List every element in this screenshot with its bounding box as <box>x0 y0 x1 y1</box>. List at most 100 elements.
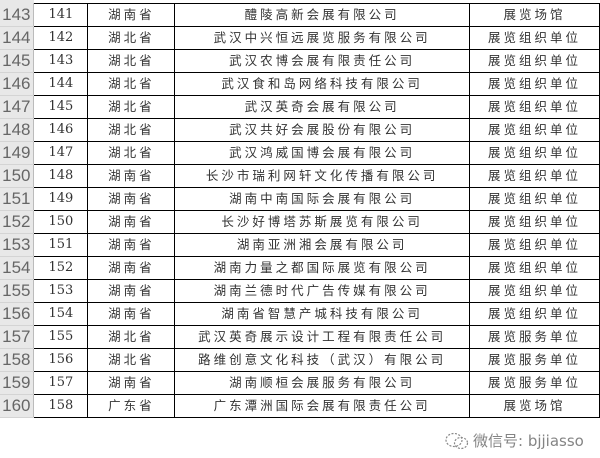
cell-province[interactable]: 湖南省 <box>87 3 176 27</box>
cell-province[interactable]: 湖北省 <box>87 348 176 372</box>
row-header[interactable]: 159 <box>0 371 35 395</box>
cell-company[interactable]: 长沙好博塔苏斯展览有限公司 <box>174 210 471 234</box>
row-header[interactable]: 154 <box>0 256 35 280</box>
cell-type[interactable]: 展览组织单位 <box>469 26 600 50</box>
cell-company[interactable]: 湖南省智慧产城科技有限公司 <box>174 302 471 326</box>
cell-type[interactable]: 展览服务单位 <box>469 348 600 372</box>
row-header[interactable]: 152 <box>0 210 35 234</box>
cell-province[interactable]: 湖北省 <box>87 49 176 73</box>
row-header[interactable]: 143 <box>0 3 35 27</box>
cell-province[interactable]: 湖南省 <box>87 187 176 211</box>
cell-type[interactable]: 展览组织单位 <box>469 141 600 165</box>
cell-number[interactable]: 141 <box>33 3 89 27</box>
table-row: 145 143 湖北省 武汉农博会展有限责任公司 展览组织单位 <box>0 49 600 73</box>
cell-company[interactable]: 武汉农博会展有限责任公司 <box>174 49 471 73</box>
cell-company[interactable]: 长沙市瑞利网轩文化传播有限公司 <box>174 164 471 188</box>
cell-type[interactable]: 展览组织单位 <box>469 72 600 96</box>
cell-province[interactable]: 湖南省 <box>87 279 176 303</box>
table-row: 157 155 湖北省 武汉英奇展示设计工程有限责任公司 展览服务单位 <box>0 325 600 349</box>
cell-type[interactable]: 展览组织单位 <box>469 95 600 119</box>
row-header[interactable]: 153 <box>0 233 35 257</box>
cell-province[interactable]: 湖北省 <box>87 72 176 96</box>
row-header[interactable]: 155 <box>0 279 35 303</box>
cell-company[interactable]: 广东潭洲国际会展有限责任公司 <box>174 394 471 418</box>
cell-number[interactable]: 147 <box>33 141 89 165</box>
cell-province[interactable]: 湖南省 <box>87 371 176 395</box>
table-row: 147 145 湖北省 武汉英奇会展有限公司 展览组织单位 <box>0 95 600 119</box>
cell-company[interactable]: 武汉英奇展示设计工程有限责任公司 <box>174 325 471 349</box>
cell-number[interactable]: 156 <box>33 348 89 372</box>
cell-province[interactable]: 湖南省 <box>87 164 176 188</box>
cell-number[interactable]: 144 <box>33 72 89 96</box>
table-row: 152 150 湖南省 长沙好博塔苏斯展览有限公司 展览组织单位 <box>0 210 600 234</box>
table-row: 149 147 湖北省 武汉鸿威国博会展有限公司 展览组织单位 <box>0 141 600 165</box>
cell-type[interactable]: 展览组织单位 <box>469 187 600 211</box>
cell-company[interactable]: 湖南力量之都国际展览有限公司 <box>174 256 471 280</box>
cell-company[interactable]: 湖南中南国际会展有限公司 <box>174 187 471 211</box>
cell-type[interactable]: 展览场馆 <box>469 3 600 27</box>
cell-province[interactable]: 湖南省 <box>87 256 176 280</box>
row-header[interactable]: 149 <box>0 141 35 165</box>
cell-company[interactable]: 武汉食和岛网络科技有限公司 <box>174 72 471 96</box>
cell-number[interactable]: 150 <box>33 210 89 234</box>
cell-province[interactable]: 湖北省 <box>87 118 176 142</box>
row-header[interactable]: 150 <box>0 164 35 188</box>
cell-company[interactable]: 武汉英奇会展有限公司 <box>174 95 471 119</box>
cell-company[interactable]: 湖南亚洲湘会展有限公司 <box>174 233 471 257</box>
cell-company[interactable]: 路维创意文化科技（武汉）有限公司 <box>174 348 471 372</box>
row-header[interactable]: 157 <box>0 325 35 349</box>
cell-company[interactable]: 湖南顺桓会展服务有限公司 <box>174 371 471 395</box>
row-header[interactable]: 148 <box>0 118 35 142</box>
cell-type[interactable]: 展览组织单位 <box>469 279 600 303</box>
table-row: 143 141 湖南省 醴陵高新会展有限公司 展览场馆 <box>0 3 600 27</box>
row-header[interactable]: 158 <box>0 348 35 372</box>
row-header[interactable]: 145 <box>0 49 35 73</box>
cell-number[interactable]: 148 <box>33 164 89 188</box>
cell-number[interactable]: 158 <box>33 394 89 418</box>
cell-province[interactable]: 湖北省 <box>87 95 176 119</box>
cell-number[interactable]: 151 <box>33 233 89 257</box>
cell-number[interactable]: 153 <box>33 279 89 303</box>
table-row: 144 142 湖北省 武汉中兴恒远展览服务有限公司 展览组织单位 <box>0 26 600 50</box>
cell-province[interactable]: 湖北省 <box>87 325 176 349</box>
cell-number[interactable]: 154 <box>33 302 89 326</box>
cell-number[interactable]: 146 <box>33 118 89 142</box>
row-header[interactable]: 151 <box>0 187 35 211</box>
cell-province[interactable]: 广东省 <box>87 394 176 418</box>
row-header[interactable]: 146 <box>0 72 35 96</box>
cell-number[interactable]: 142 <box>33 26 89 50</box>
cell-type[interactable]: 展览组织单位 <box>469 210 600 234</box>
cell-type[interactable]: 展览组织单位 <box>469 49 600 73</box>
cell-type[interactable]: 展览服务单位 <box>469 371 600 395</box>
cell-type[interactable]: 展览组织单位 <box>469 302 600 326</box>
cell-type[interactable]: 展览组织单位 <box>469 164 600 188</box>
cell-type[interactable]: 展览组织单位 <box>469 256 600 280</box>
cell-type[interactable]: 展览组织单位 <box>469 233 600 257</box>
row-header[interactable]: 160 <box>0 394 35 418</box>
cell-company[interactable]: 武汉中兴恒远展览服务有限公司 <box>174 26 471 50</box>
row-header[interactable]: 147 <box>0 95 35 119</box>
row-header[interactable]: 144 <box>0 26 35 50</box>
cell-province[interactable]: 湖北省 <box>87 141 176 165</box>
cell-number[interactable]: 157 <box>33 371 89 395</box>
table-row: 146 144 湖北省 武汉食和岛网络科技有限公司 展览组织单位 <box>0 72 600 96</box>
cell-number[interactable]: 149 <box>33 187 89 211</box>
cell-type[interactable]: 展览场馆 <box>469 394 600 418</box>
cell-company[interactable]: 武汉共好会展股份有限公司 <box>174 118 471 142</box>
cell-province[interactable]: 湖南省 <box>87 233 176 257</box>
cell-number[interactable]: 155 <box>33 325 89 349</box>
cell-number[interactable]: 145 <box>33 95 89 119</box>
cell-company[interactable]: 醴陵高新会展有限公司 <box>174 3 471 27</box>
cell-company[interactable]: 湖南兰德时代广告传媒有限公司 <box>174 279 471 303</box>
cell-type[interactable]: 展览组织单位 <box>469 118 600 142</box>
cell-type[interactable]: 展览服务单位 <box>469 325 600 349</box>
cell-number[interactable]: 143 <box>33 49 89 73</box>
cell-company[interactable]: 武汉鸿威国博会展有限公司 <box>174 141 471 165</box>
cell-province[interactable]: 湖北省 <box>87 26 176 50</box>
table-row: 148 146 湖北省 武汉共好会展股份有限公司 展览组织单位 <box>0 118 600 142</box>
cell-province[interactable]: 湖南省 <box>87 210 176 234</box>
cell-province[interactable]: 湖南省 <box>87 302 176 326</box>
row-header[interactable]: 156 <box>0 302 35 326</box>
cell-number[interactable]: 152 <box>33 256 89 280</box>
table-row: 156 154 湖南省 湖南省智慧产城科技有限公司 展览组织单位 <box>0 302 600 326</box>
